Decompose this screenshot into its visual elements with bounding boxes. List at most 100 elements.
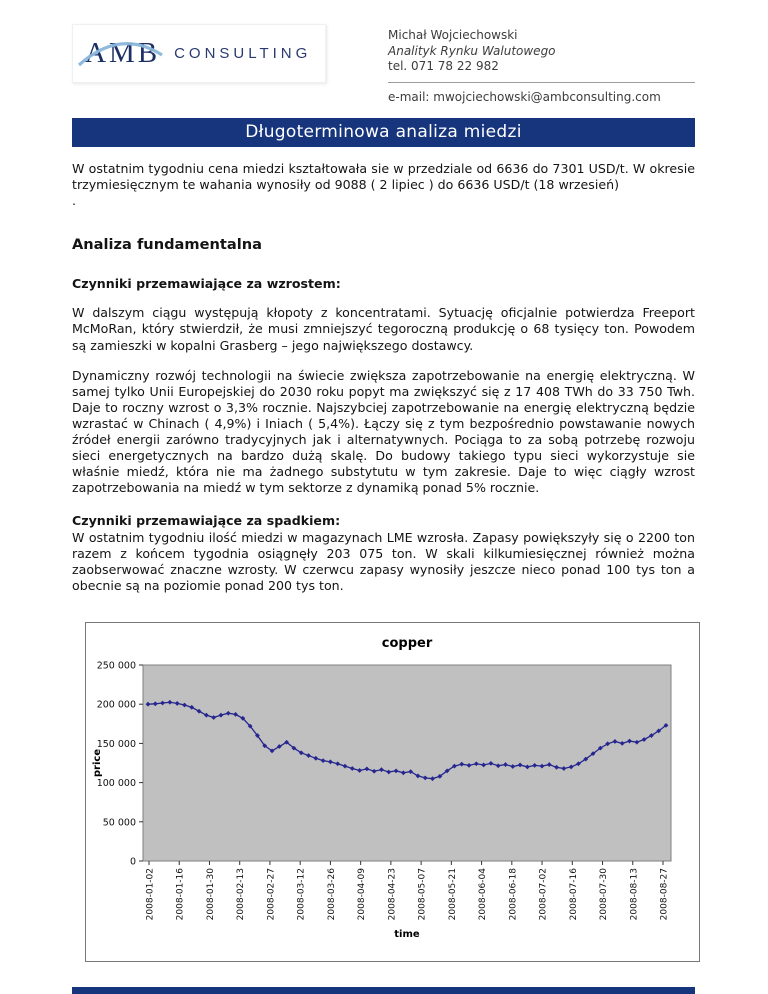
x-tick-label: 2008-03-12	[297, 868, 307, 920]
decline-heading: Czynniki przemawiające za spadkiem:	[72, 512, 341, 528]
price-series-marker	[481, 762, 487, 768]
y-tick-label: 100 000	[97, 778, 136, 789]
amb-consulting-logo: AMB CONSULTING	[72, 24, 327, 83]
intro-paragraph: W ostatnim tygodniu cena miedzi kształto…	[72, 161, 695, 193]
price-series-marker	[255, 733, 260, 738]
price-series-marker	[291, 745, 297, 751]
price-series-marker	[203, 712, 209, 718]
price-series-marker	[364, 766, 370, 772]
price-series-marker	[400, 770, 406, 776]
footer-bar	[72, 987, 695, 994]
price-series-marker	[627, 738, 632, 744]
x-tick-label: 2008-07-30	[599, 868, 609, 921]
price-series-marker	[583, 756, 589, 762]
y-tick-label: 50 000	[103, 817, 136, 828]
contact-role: Analityk Rynku Walutowego	[388, 43, 556, 58]
x-tick-label: 2008-08-13	[629, 868, 639, 920]
price-series-marker	[371, 768, 377, 774]
price-series-marker	[641, 737, 647, 742]
growth-heading: Czynniki przemawiające za wzrostem:	[72, 276, 341, 292]
price-series-marker	[393, 768, 399, 774]
price-series-marker	[590, 751, 596, 756]
price-series-marker	[357, 768, 362, 773]
price-series-marker	[225, 710, 231, 716]
price-series-marker	[327, 759, 333, 765]
price-series-marker	[649, 733, 654, 738]
x-tick-label: 2008-04-23	[387, 868, 397, 920]
price-series-marker	[634, 739, 640, 745]
contact-phone: tel. 071 78 22 982	[388, 59, 499, 73]
price-series-marker	[503, 762, 508, 767]
price-series-marker	[349, 766, 355, 771]
price-series-marker	[510, 764, 516, 769]
x-tick-label: 2008-01-16	[176, 868, 186, 921]
growth-paragraph-2: Dynamiczny rozwój technologii na świecie…	[72, 367, 695, 496]
x-tick-label: 2008-08-27	[660, 868, 670, 920]
document-header: AMB CONSULTING Michał Wojciechowski Anal…	[72, 24, 695, 105]
y-tick-label: 250 000	[97, 660, 136, 671]
price-series-marker	[452, 763, 457, 769]
x-axis-label: time	[394, 929, 420, 940]
price-series-marker	[554, 764, 559, 770]
y-tick-label: 150 000	[97, 739, 136, 750]
price-series-marker	[408, 769, 414, 774]
intro-paragraph-period: .	[72, 193, 77, 209]
price-series-marker	[517, 762, 523, 768]
price-series-marker	[568, 764, 574, 770]
x-tick-label: 2008-03-26	[327, 868, 337, 921]
plot-area	[142, 664, 672, 862]
price-series-marker	[422, 775, 428, 781]
price-series-marker	[313, 755, 319, 761]
price-series-marker	[656, 728, 662, 734]
price-series-marker	[473, 761, 479, 767]
price-series-marker	[298, 750, 304, 756]
x-tick-label: 2008-01-02	[146, 868, 156, 920]
price-series-marker	[437, 773, 443, 779]
chart-title: copper	[382, 636, 433, 651]
price-series-marker	[386, 769, 392, 775]
logo-consulting-text: CONSULTING	[174, 45, 312, 62]
price-series-marker	[495, 763, 501, 769]
price-series-marker	[597, 745, 603, 751]
x-tick-label: 2008-06-04	[478, 868, 488, 921]
price-series-marker	[167, 699, 173, 705]
contact-block: Michał Wojciechowski Analityk Rynku Walu…	[388, 24, 695, 105]
y-tick-label: 200 000	[97, 700, 136, 711]
x-tick-label: 2008-07-16	[569, 868, 579, 921]
price-series-marker	[269, 748, 275, 754]
y-tick-label: 0	[130, 856, 136, 867]
price-series-marker	[576, 761, 581, 767]
price-series-marker	[605, 741, 611, 747]
price-series-marker	[174, 700, 180, 706]
logo-amb-text: AMB	[85, 37, 161, 69]
price-series-marker	[430, 776, 435, 782]
price-series-marker	[539, 763, 545, 769]
price-series-marker	[612, 739, 618, 744]
price-series-marker	[306, 753, 311, 758]
price-series-marker	[240, 715, 246, 721]
x-tick-label: 2008-02-27	[266, 868, 276, 920]
price-series-marker	[182, 702, 187, 708]
price-series-marker	[211, 715, 217, 720]
x-tick-label: 2008-07-02	[539, 868, 549, 920]
price-series-marker	[335, 761, 341, 767]
price-series-marker	[546, 762, 552, 767]
section-title-fundamental: Analiza fundamentalna	[72, 236, 262, 254]
price-series-marker	[145, 701, 151, 707]
price-series-marker	[444, 768, 450, 774]
price-series-marker	[196, 708, 202, 714]
copper-chart-svg: 0 50 000 100 000 150 000 200 000 250 000 2008-…	[92, 636, 672, 940]
price-series-marker	[524, 764, 530, 770]
price-series-marker	[284, 739, 290, 745]
x-tick-label: 2008-05-21	[448, 868, 458, 920]
contact-email: e-mail: mwojciechowski@ambconsulting.com	[388, 89, 661, 104]
x-tick-label: 2008-04-09	[357, 868, 367, 921]
y-axis-label: price	[92, 749, 103, 777]
logo-amb-wrap: AMB	[77, 35, 166, 72]
contact-name: Michał Wojciechowski	[388, 28, 518, 42]
price-series-marker	[160, 700, 165, 706]
growth-paragraph-1: W dalszym ciągu występują kłopoty z konc…	[72, 305, 695, 353]
price-series-marker	[619, 740, 625, 746]
contact-divider	[388, 81, 695, 83]
